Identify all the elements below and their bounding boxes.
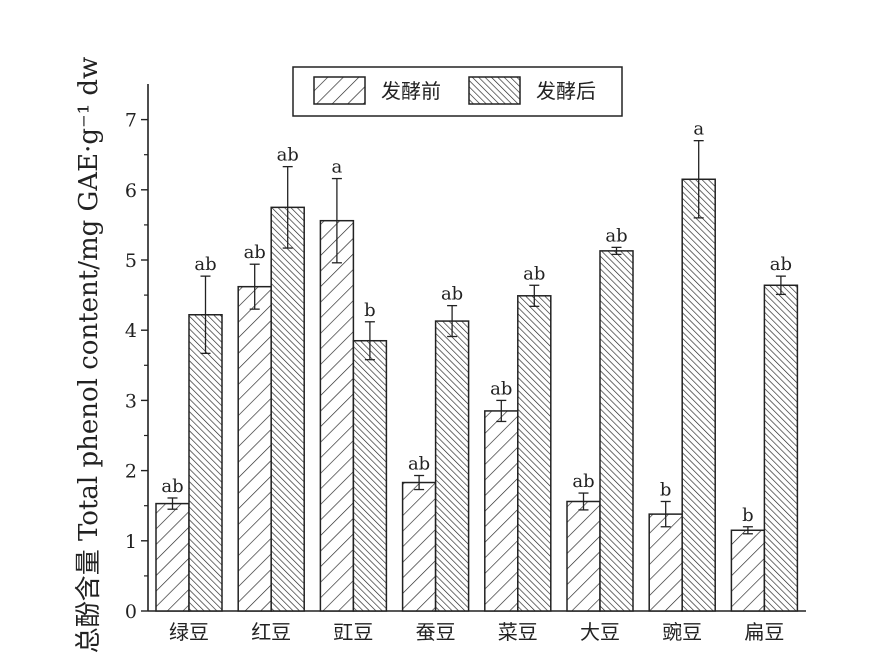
bar-before [648,513,683,612]
significance-label: ab [277,145,299,166]
bar-after [681,178,716,612]
bar-before [319,219,355,612]
bar-before [401,481,437,612]
x-category-label: 红豆 [251,620,291,644]
y-axis-label: 总酚含量 Total phenol content/mg GAE·g⁻¹ dw [74,57,104,654]
significance-label: ab [161,476,183,497]
y-tick-label: 2 [125,461,137,483]
y-tick-label: 4 [125,320,137,342]
significance-label: ab [605,225,627,246]
bar-after [763,284,799,612]
significance-label: b [364,300,376,321]
bar-after [188,314,223,612]
legend-label-after: 发酵后 [536,79,596,103]
y-axis-title: 总酚含量 Total phenol content/mg GAE·g⁻¹ dw [74,57,104,654]
y-tick-label: 3 [125,390,137,412]
bar-before [484,410,519,612]
bar-before [566,500,601,612]
x-category-label: 大豆 [580,620,620,644]
y-tick-label: 0 [125,601,137,623]
x-category-label: 豇豆 [333,620,373,644]
x-category-label: 蚕豆 [416,620,456,644]
significance-label: ab [490,378,512,399]
bar-before [730,529,766,612]
legend-swatch-before [313,76,366,105]
significance-label: ab [523,263,545,284]
bar-after [517,295,552,612]
significance-label: ab [194,254,216,275]
legend-label-before: 发酵前 [381,79,441,103]
bar-after [599,250,634,612]
y-tick-label: 1 [125,531,137,553]
y-tick-label: 6 [125,180,137,202]
significance-label: a [693,119,704,140]
x-category-label: 绿豆 [169,620,209,644]
significance-label: b [660,479,672,500]
significance-label: ab [770,254,792,275]
significance-label: b [742,505,754,526]
bar-after [270,206,305,612]
x-category-label: 豌豆 [662,620,702,644]
bar-after [434,320,470,612]
legend: 发酵前 发酵后 [292,66,623,117]
x-category-label: 菜豆 [498,620,538,644]
bar-before [237,285,272,612]
x-category-label: 扁豆 [744,620,784,644]
y-tick-label: 7 [125,110,137,132]
bar-before [155,502,190,612]
legend-swatch-after [468,76,521,105]
significance-label: ab [408,454,430,475]
y-tick-label: 5 [125,250,137,272]
bar-after [352,339,388,612]
significance-label: a [332,157,343,178]
significance-label: ab [572,471,594,492]
significance-label: ab [441,284,463,305]
significance-label: ab [244,242,266,263]
